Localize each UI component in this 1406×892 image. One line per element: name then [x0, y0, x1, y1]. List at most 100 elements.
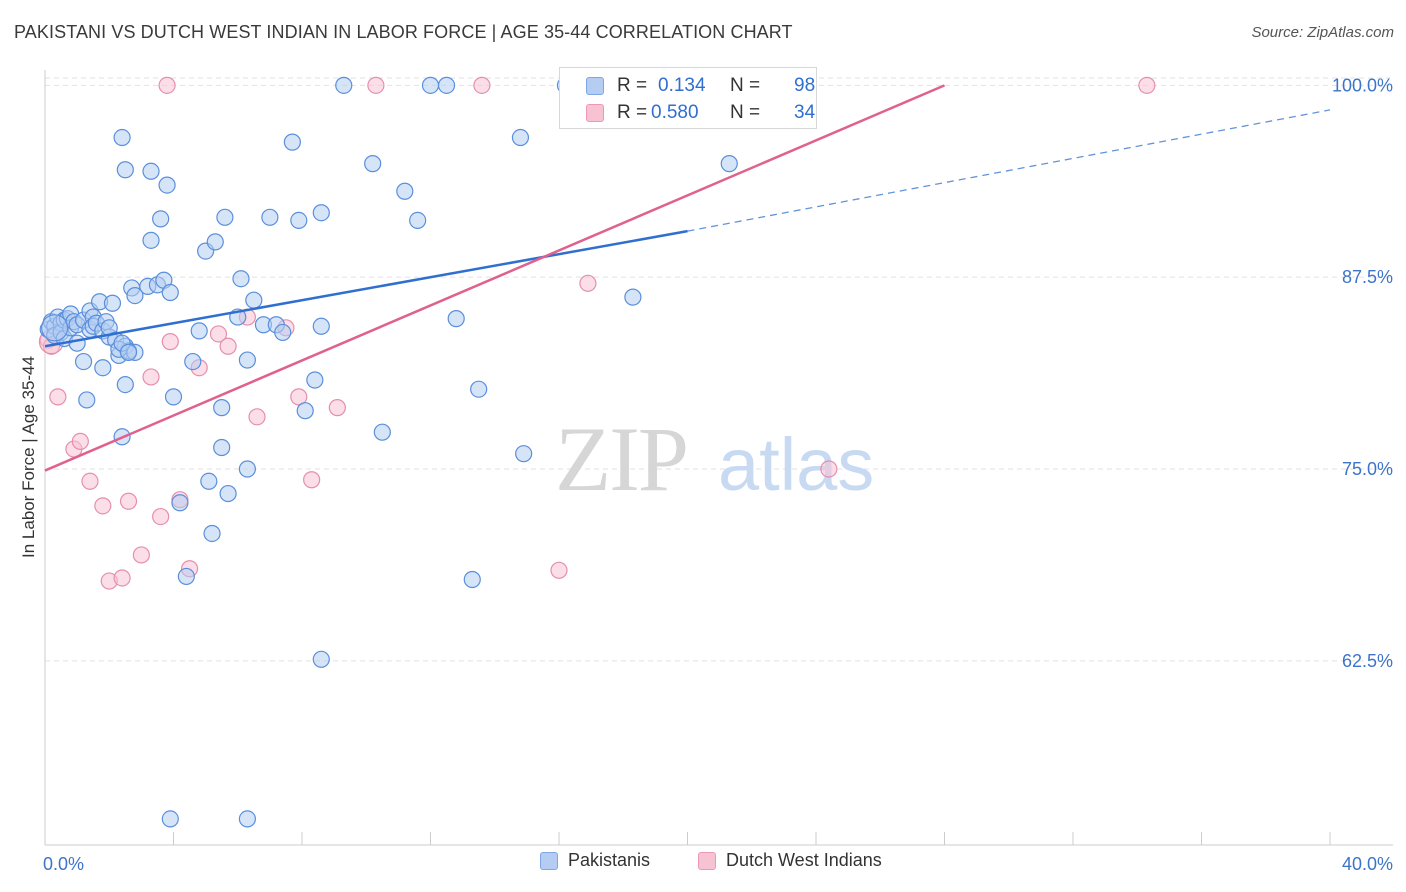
data-point	[364, 155, 382, 173]
data-point	[409, 211, 427, 229]
watermark-atlas: atlas	[718, 423, 874, 506]
data-point	[238, 810, 256, 828]
gridlines	[45, 77, 1390, 662]
data-point	[209, 325, 228, 343]
data-point	[463, 570, 481, 589]
data-point	[74, 352, 93, 371]
data-point	[184, 352, 202, 371]
data-point	[164, 388, 183, 406]
stats-box: R = 0.134 N = 98 R = 0.580 N = 34	[559, 67, 817, 129]
data-point	[306, 371, 324, 389]
data-point	[248, 408, 266, 426]
data-point	[161, 810, 179, 828]
data-point	[245, 291, 263, 309]
data-point	[283, 133, 301, 151]
data-point	[720, 155, 738, 173]
data-point	[132, 546, 150, 564]
trend-line-pakistanis	[44, 229, 688, 348]
watermark-zip: ZIP	[555, 408, 687, 510]
data-point	[190, 322, 208, 340]
data-point	[171, 494, 189, 512]
data-point	[71, 432, 89, 450]
data-point	[1138, 76, 1156, 94]
legend-swatch-pakistanis	[540, 851, 558, 870]
data-point	[216, 208, 234, 226]
data-point	[820, 460, 838, 478]
data-point	[328, 399, 346, 417]
data-point	[470, 380, 488, 398]
data-point	[158, 76, 176, 94]
data-point	[161, 333, 179, 351]
series-pakistanis	[39, 76, 738, 828]
data-point	[142, 368, 160, 386]
source-label: Source: ZipAtlas.com	[1251, 24, 1394, 41]
x-tick-label: 40.0%	[1342, 854, 1393, 874]
y-tick-label: 87.5%	[1342, 267, 1393, 287]
data-point	[312, 650, 330, 668]
stats-swatch-dutch	[586, 104, 604, 122]
data-point	[219, 484, 237, 503]
data-point	[437, 76, 456, 94]
data-point	[78, 391, 96, 409]
legend-label-pakistanis: Pakistanis	[568, 850, 651, 870]
data-point	[335, 76, 353, 94]
stats-n-label: N =	[730, 75, 761, 96]
data-point	[152, 210, 170, 228]
data-point	[213, 399, 231, 417]
data-point	[49, 388, 67, 406]
stats-n-label: N =	[730, 102, 761, 123]
data-point	[219, 337, 237, 355]
data-point	[473, 76, 491, 94]
data-point	[116, 376, 134, 394]
data-point	[103, 294, 122, 312]
data-point	[81, 472, 99, 490]
data-point	[113, 569, 131, 587]
data-point	[290, 211, 308, 229]
trend-lines	[44, 84, 1331, 472]
y-tick-label: 75.0%	[1342, 459, 1393, 479]
data-point	[113, 128, 131, 147]
stats-r-label: R =	[617, 102, 648, 123]
data-point	[158, 176, 176, 194]
chart-title: PAKISTANI VS DUTCH WEST INDIAN IN LABOR …	[14, 22, 793, 42]
data-point	[261, 208, 279, 226]
stats-r-label: R =	[617, 75, 648, 96]
stats-r-value: 0.580	[651, 102, 699, 123]
data-point	[421, 76, 440, 94]
data-point	[152, 507, 170, 526]
data-point	[373, 423, 391, 441]
legend-item-pakistanis[interactable]: Pakistanis	[540, 850, 650, 871]
trend-line-pakistanis-extension	[687, 109, 1331, 232]
data-point	[396, 182, 414, 200]
trend-line-dutch	[44, 84, 945, 472]
data-point	[624, 288, 642, 306]
legend-label-dutch: Dutch West Indians	[726, 850, 882, 870]
data-point	[447, 310, 465, 328]
data-point	[296, 402, 314, 420]
data-point	[142, 162, 160, 180]
y-axis-label: In Labor Force | Age 35-44	[19, 356, 38, 558]
stats-n-value: 34	[794, 102, 816, 123]
tick-labels: 62.5% 75.0% 87.5% 100.0% 0.0% 40.0%	[43, 75, 1393, 874]
data-point	[312, 317, 330, 335]
watermark: ZIP atlas	[555, 408, 874, 510]
legend-item-dutch[interactable]: Dutch West Indians	[698, 850, 882, 871]
data-point	[206, 233, 224, 251]
data-point	[579, 274, 597, 292]
data-point	[550, 561, 568, 579]
data-point	[203, 524, 221, 543]
y-tick-label: 100.0%	[1332, 75, 1393, 95]
x-tick-label: 0.0%	[43, 854, 84, 874]
data-point	[213, 438, 231, 457]
data-point	[161, 283, 179, 302]
stats-n-value: 98	[794, 75, 816, 96]
data-point	[126, 286, 144, 305]
data-point	[41, 314, 69, 342]
data-point	[94, 359, 112, 377]
data-point	[238, 460, 256, 478]
data-point	[116, 161, 134, 179]
data-point	[119, 343, 138, 361]
data-point	[177, 567, 195, 586]
data-point	[232, 270, 250, 288]
